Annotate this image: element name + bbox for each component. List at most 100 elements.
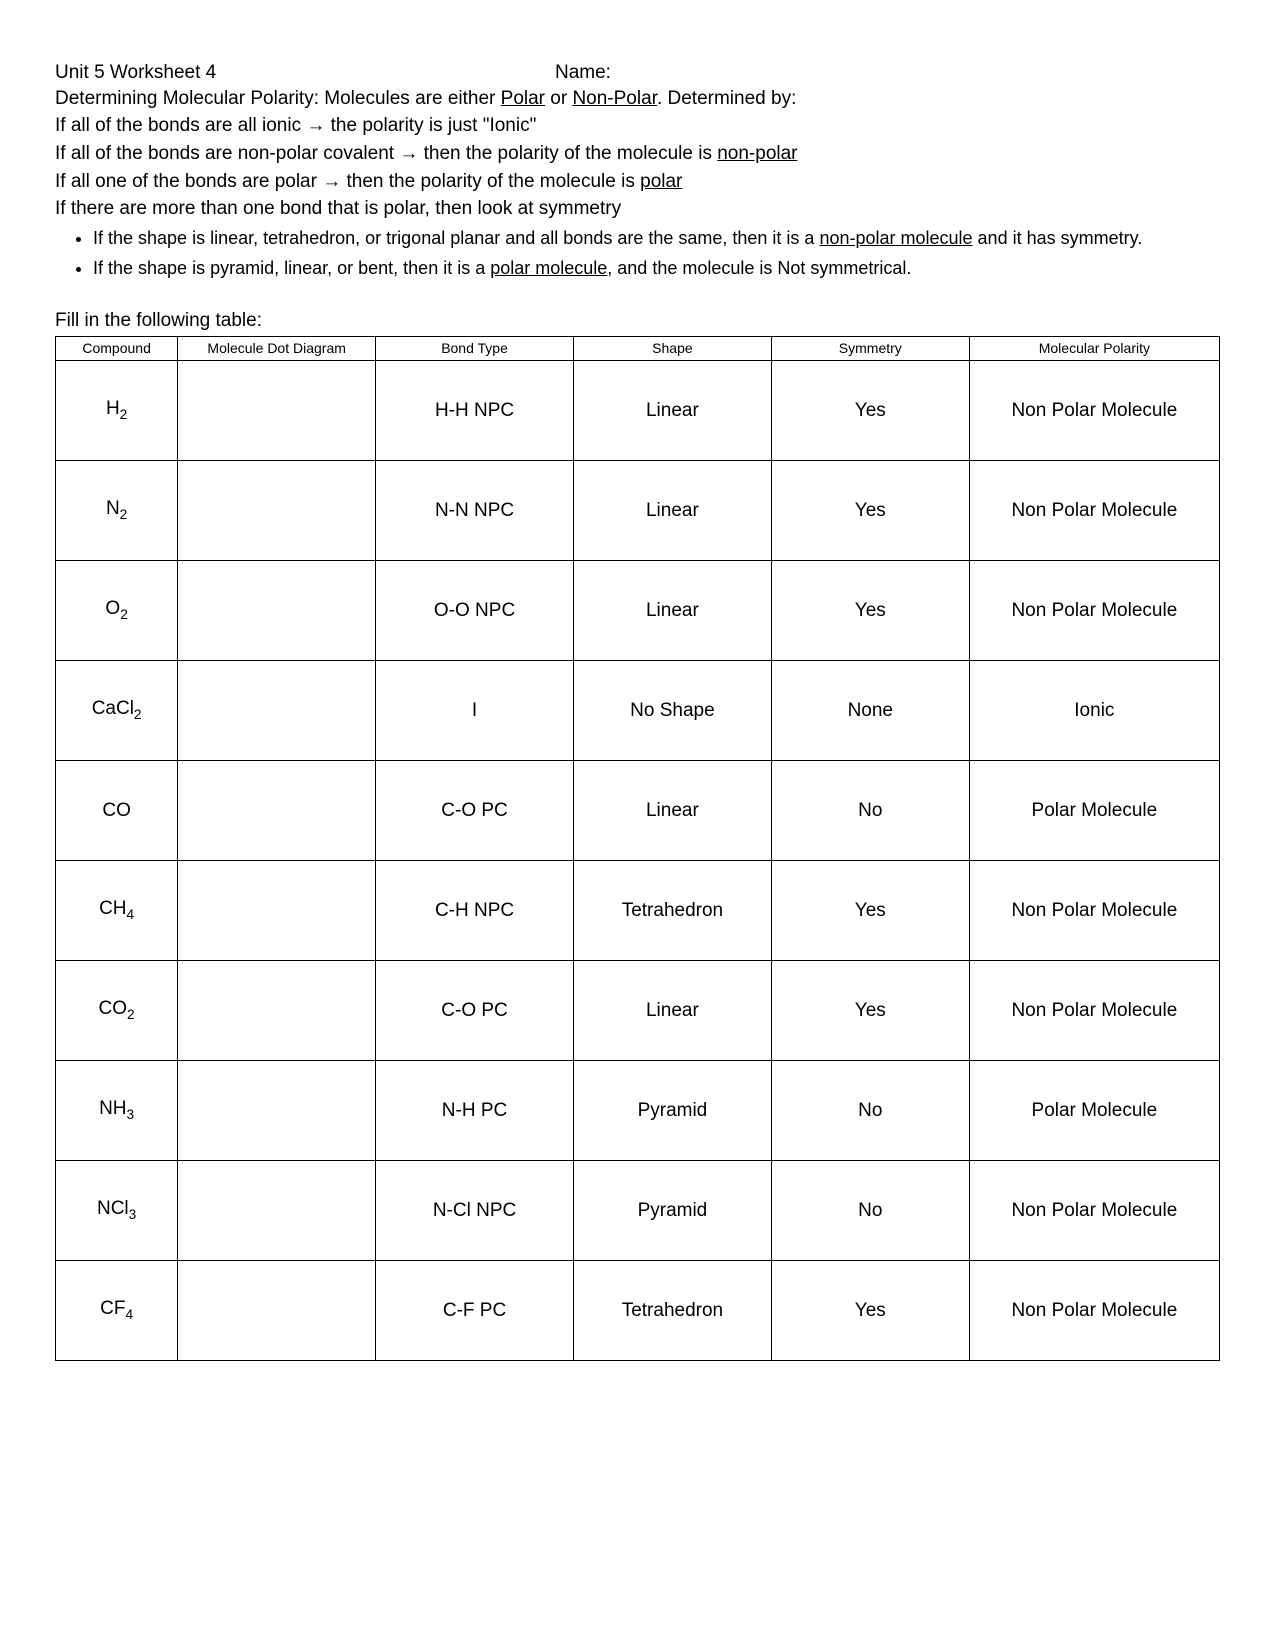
cell-shape: Linear bbox=[573, 760, 771, 860]
cell-polarity: Non Polar Molecule bbox=[969, 1160, 1219, 1260]
col-polarity: Molecular Polarity bbox=[969, 337, 1219, 361]
cell-polarity: Non Polar Molecule bbox=[969, 460, 1219, 560]
table-body: H2H-H NPCLinearYesNon Polar MoleculeN2N-… bbox=[56, 360, 1220, 1360]
cell-polarity: Polar Molecule bbox=[969, 760, 1219, 860]
cell-shape: Pyramid bbox=[573, 1160, 771, 1260]
cell-bond-type: N-N NPC bbox=[376, 460, 574, 560]
intro-line-4: If all one of the bonds are polar → then… bbox=[55, 169, 1220, 195]
intro-bullet-1: If the shape is linear, tetrahedron, or … bbox=[93, 226, 1220, 250]
cell-compound: CaCl2 bbox=[56, 660, 178, 760]
table-header-row: Compound Molecule Dot Diagram Bond Type … bbox=[56, 337, 1220, 361]
cell-dot-diagram bbox=[178, 860, 376, 960]
cell-compound: NH3 bbox=[56, 1060, 178, 1160]
table-row: N2 N-N NPCLinearYesNon Polar Molecule bbox=[56, 460, 1220, 560]
cell-dot-diagram bbox=[178, 1260, 376, 1360]
cell-dot-diagram bbox=[178, 360, 376, 460]
cell-compound: CO2 bbox=[56, 960, 178, 1060]
intro-underline: non-polar molecule bbox=[819, 228, 972, 248]
cell-symmetry: Yes bbox=[771, 860, 969, 960]
table-row: NH3 N-H PCPyramidNoPolar Molecule bbox=[56, 1060, 1220, 1160]
intro-underline: polar molecule bbox=[490, 258, 607, 278]
table-row: CaCl2 INo ShapeNoneIonic bbox=[56, 660, 1220, 760]
cell-polarity: Non Polar Molecule bbox=[969, 360, 1219, 460]
intro-text: If all one of the bonds are polar → then… bbox=[55, 171, 640, 192]
cell-symmetry: Yes bbox=[771, 460, 969, 560]
intro-text: or bbox=[545, 88, 572, 109]
cell-dot-diagram bbox=[178, 760, 376, 860]
table-caption: Fill in the following table: bbox=[55, 308, 1220, 334]
intro-text: . Determined by: bbox=[657, 88, 796, 109]
cell-bond-type: C-H NPC bbox=[376, 860, 574, 960]
col-compound: Compound bbox=[56, 337, 178, 361]
cell-dot-diagram bbox=[178, 560, 376, 660]
cell-symmetry: No bbox=[771, 760, 969, 860]
cell-shape: Linear bbox=[573, 460, 771, 560]
intro-underline: non-polar bbox=[717, 143, 797, 164]
table-row: CO C-O PCLinearNoPolar Molecule bbox=[56, 760, 1220, 860]
intro-bullet-2: If the shape is pyramid, linear, or bent… bbox=[93, 256, 1220, 280]
intro-line-1: Determining Molecular Polarity: Molecule… bbox=[55, 86, 1220, 112]
table-row: CF4 C-F PCTetrahedronYesNon Polar Molecul… bbox=[56, 1260, 1220, 1360]
cell-bond-type: H-H NPC bbox=[376, 360, 574, 460]
cell-shape: Linear bbox=[573, 360, 771, 460]
intro-text: Determining Molecular Polarity: Molecule… bbox=[55, 88, 501, 109]
cell-shape: Tetrahedron bbox=[573, 860, 771, 960]
cell-polarity: Non Polar Molecule bbox=[969, 560, 1219, 660]
cell-bond-type: N-Cl NPC bbox=[376, 1160, 574, 1260]
worksheet-title: Unit 5 Worksheet 4 bbox=[55, 60, 555, 86]
table-row: CO2 C-O PCLinearYesNon Polar Molecule bbox=[56, 960, 1220, 1060]
cell-bond-type: C-O PC bbox=[376, 960, 574, 1060]
cell-polarity: Non Polar Molecule bbox=[969, 960, 1219, 1060]
cell-shape: Tetrahedron bbox=[573, 1260, 771, 1360]
cell-shape: Pyramid bbox=[573, 1060, 771, 1160]
table-row: NCl3 N-Cl NPCPyramidNoNon Polar Molecule bbox=[56, 1160, 1220, 1260]
cell-bond-type: O-O NPC bbox=[376, 560, 574, 660]
cell-polarity: Non Polar Molecule bbox=[969, 860, 1219, 960]
intro-line-2: If all of the bonds are all ionic → the … bbox=[55, 113, 1220, 139]
intro-text: and it has symmetry. bbox=[973, 228, 1143, 248]
header-row: Unit 5 Worksheet 4 Name: bbox=[55, 60, 1220, 86]
polarity-table: Compound Molecule Dot Diagram Bond Type … bbox=[55, 336, 1220, 1361]
intro-underline: polar bbox=[640, 171, 682, 192]
cell-symmetry: Yes bbox=[771, 960, 969, 1060]
col-dot: Molecule Dot Diagram bbox=[178, 337, 376, 361]
cell-dot-diagram bbox=[178, 660, 376, 760]
table-row: CH4 C-H NPCTetrahedronYesNon Polar Molecu… bbox=[56, 860, 1220, 960]
cell-bond-type: C-O PC bbox=[376, 760, 574, 860]
col-symmetry: Symmetry bbox=[771, 337, 969, 361]
cell-dot-diagram bbox=[178, 1060, 376, 1160]
cell-shape: Linear bbox=[573, 960, 771, 1060]
cell-dot-diagram bbox=[178, 1160, 376, 1260]
intro-line-5: If there are more than one bond that is … bbox=[55, 196, 1220, 222]
table-row: H2 H-H NPCLinearYesNon Polar Molecule bbox=[56, 360, 1220, 460]
cell-polarity: Ionic bbox=[969, 660, 1219, 760]
intro-text: If the shape is pyramid, linear, or bent… bbox=[93, 258, 490, 278]
cell-polarity: Polar Molecule bbox=[969, 1060, 1219, 1160]
cell-symmetry: No bbox=[771, 1060, 969, 1160]
cell-shape: No Shape bbox=[573, 660, 771, 760]
cell-bond-type: N-H PC bbox=[376, 1060, 574, 1160]
cell-bond-type: I bbox=[376, 660, 574, 760]
name-label: Name: bbox=[555, 60, 1220, 86]
cell-compound: N2 bbox=[56, 460, 178, 560]
cell-compound: CO bbox=[56, 760, 178, 860]
cell-symmetry: No bbox=[771, 1160, 969, 1260]
intro-bullets: If the shape is linear, tetrahedron, or … bbox=[55, 226, 1220, 281]
col-shape: Shape bbox=[573, 337, 771, 361]
cell-dot-diagram bbox=[178, 960, 376, 1060]
intro-text: If the shape is linear, tetrahedron, or … bbox=[93, 228, 819, 248]
intro-line-3: If all of the bonds are non-polar covale… bbox=[55, 141, 1220, 167]
cell-compound: CH4 bbox=[56, 860, 178, 960]
cell-polarity: Non Polar Molecule bbox=[969, 1260, 1219, 1360]
cell-symmetry: None bbox=[771, 660, 969, 760]
cell-compound: CF4 bbox=[56, 1260, 178, 1360]
cell-symmetry: Yes bbox=[771, 1260, 969, 1360]
cell-dot-diagram bbox=[178, 460, 376, 560]
cell-bond-type: C-F PC bbox=[376, 1260, 574, 1360]
cell-symmetry: Yes bbox=[771, 360, 969, 460]
col-bond: Bond Type bbox=[376, 337, 574, 361]
table-row: O2O-O NPCLinearYesNon Polar Molecule bbox=[56, 560, 1220, 660]
cell-compound: NCl3 bbox=[56, 1160, 178, 1260]
cell-compound: H2 bbox=[56, 360, 178, 460]
intro-text: , and the molecule is Not symmetrical. bbox=[607, 258, 911, 278]
